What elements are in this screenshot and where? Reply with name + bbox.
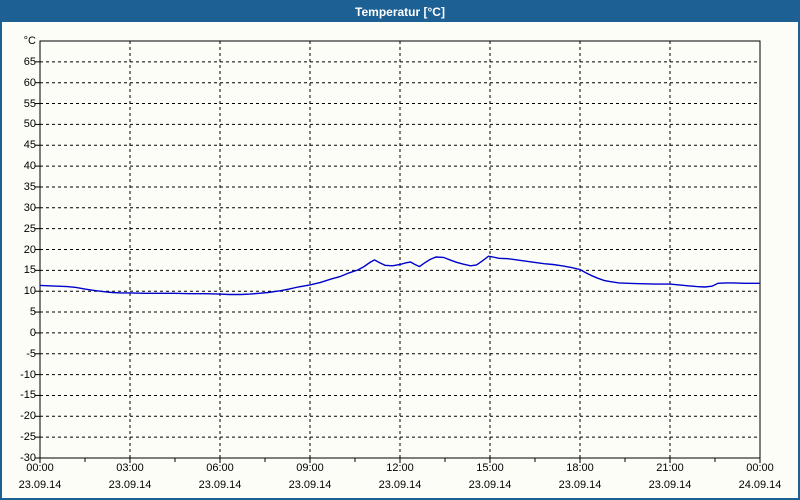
y-tick-label: 65 [23,55,36,68]
title-bar: Temperatur [°C] [2,2,798,22]
y-tick-label: -20 [20,410,36,423]
plot-border [39,40,761,459]
x-tick-date-label: 24.09.14 [738,479,782,491]
plot-canvas [35,40,761,463]
y-tick-label: 0 [29,326,36,339]
x-tick-time-label: 12:00 [386,462,414,474]
x-tick-date-label: 23.09.14 [648,479,692,491]
y-tick-label: 60 [23,76,36,89]
y-tick-label: 40 [23,160,36,173]
y-tick-label: 50 [23,118,36,131]
x-tick-date-label: 23.09.14 [468,479,512,491]
y-tick-label: 25 [23,222,36,235]
x-tick-time-label: 00:00 [26,462,54,474]
y-tick-label: 5 [29,306,36,319]
y-tick-label: 10 [23,285,36,298]
temperature-line [39,255,760,296]
x-tick-time-label: 15:00 [476,462,504,474]
y-tick-label: -30 [20,452,36,464]
y-tick-label: -10 [20,368,36,381]
x-tick-time-label: 06:00 [206,462,234,474]
y-tick-label: 45 [23,139,36,152]
x-tick-time-label: 21:00 [656,462,684,474]
y-tick-label: -25 [20,431,36,444]
chart-area: °C 65 60 55 50 45 40 35 30 25 20 15 10 5 0 -5 -10 -15 -20… [2,22,798,498]
x-tick-date-label: 23.09.14 [18,479,62,491]
y-tick-label: -5 [26,347,36,360]
x-tick-date-label: 23.09.14 [288,479,332,491]
window-title: Temperatur [°C] [355,5,445,19]
y-tick-label: 35 [23,180,36,193]
y-tick-label: 15 [23,264,36,277]
x-tick-time-label: 09:00 [296,462,324,474]
y-tick-label: 20 [23,243,36,256]
y-axis-unit-label: °C [23,35,36,47]
x-tick-time-label: 18:00 [566,462,594,474]
x-tick-time-label: 03:00 [116,462,144,474]
x-tick-date-label: 23.09.14 [198,479,242,491]
y-tick-label: 55 [23,97,36,110]
x-tick-date-label: 23.09.14 [108,479,152,491]
x-tick-time-label: 00:00 [746,462,774,474]
y-tick-label: -15 [20,389,36,402]
x-tick-date-label: 23.09.14 [558,479,602,491]
x-tick-date-label: 23.09.14 [378,479,422,491]
y-tick-label: 30 [23,201,36,214]
